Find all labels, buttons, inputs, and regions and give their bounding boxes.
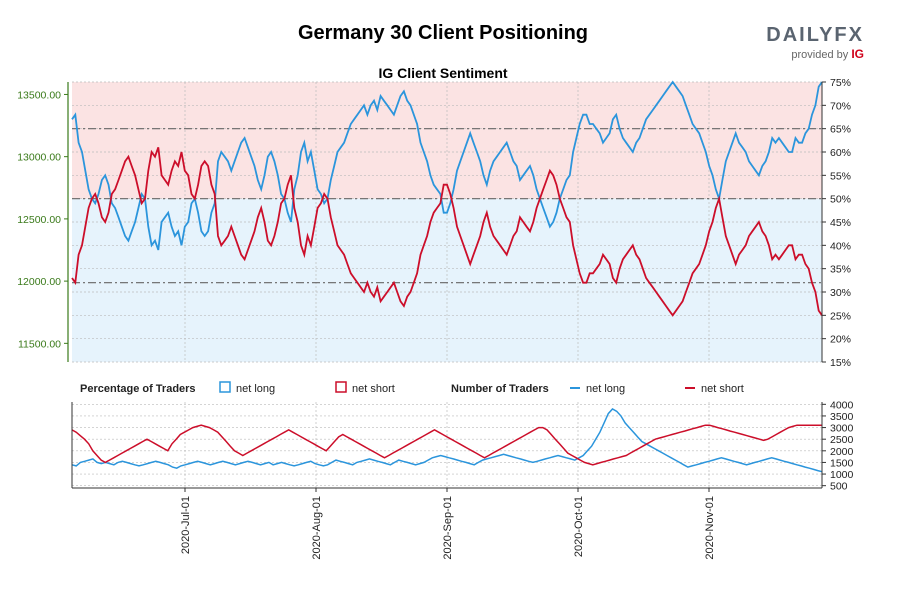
right-tick-label: 25% <box>830 310 851 322</box>
left-tick-label: 11500.00 <box>18 338 61 350</box>
right-tick-label: 4000 <box>830 399 854 411</box>
legend-short-label-2: net short <box>701 383 744 395</box>
brand-ig: IG <box>851 47 864 61</box>
legend-long-swatch <box>219 381 231 393</box>
legend-num-heading: Number of Traders <box>451 383 549 395</box>
right-tick-label: 70% <box>830 100 851 112</box>
legend-long-label: net long <box>236 383 275 395</box>
x-tick-label: 2020-Aug-01 <box>311 496 323 560</box>
net-long-count-line <box>71 408 823 473</box>
net-short-pct-line <box>71 147 823 317</box>
right-tick-label: 75% <box>830 77 851 89</box>
right-tick-label: 55% <box>830 170 851 182</box>
brand-name: DAILYFX <box>766 24 864 46</box>
right-tick-label: 20% <box>830 334 851 346</box>
net-short-count-line <box>71 424 822 466</box>
right-tick-label: 30% <box>830 287 851 299</box>
right-tick-label: 1000 <box>830 469 854 481</box>
legend-pct-heading: Percentage of Traders <box>80 383 196 395</box>
x-tick-label: 2020-Jul-01 <box>180 496 192 554</box>
x-tick-label: 2020-Sep-01 <box>442 496 454 560</box>
x-tick-label: 2020-Oct-01 <box>573 496 585 557</box>
x-tick-label: 2020-Nov-01 <box>704 496 716 560</box>
legend-short-label: net short <box>352 383 395 395</box>
right-tick-label: 15% <box>830 357 851 369</box>
right-tick-label: 1500 <box>830 457 854 469</box>
right-tick-label: 50% <box>830 194 851 206</box>
legend-short-swatch <box>335 381 347 393</box>
right-tick-label: 500 <box>830 481 848 493</box>
chart-subtitle: IG Client Sentiment <box>378 65 507 81</box>
legend-long-label-2: net long <box>586 383 625 395</box>
left-tick-label: 13000.00 <box>17 152 61 164</box>
right-tick-label: 45% <box>830 217 851 229</box>
right-tick-label: 2500 <box>830 434 854 446</box>
brand-logo: DAILYFX provided by IG <box>766 24 864 61</box>
left-tick-label: 12500.00 <box>17 214 61 226</box>
brand-sub: provided by <box>791 49 849 61</box>
right-tick-label: 3000 <box>830 423 854 435</box>
net-long-pct-line <box>71 80 823 251</box>
right-tick-label: 60% <box>830 147 851 159</box>
left-tick-label: 12000.00 <box>17 276 61 288</box>
page-title: Germany 30 Client Positioning <box>297 22 589 44</box>
right-tick-label: 65% <box>830 124 851 136</box>
left-tick-label: 13500.00 <box>17 89 61 101</box>
right-tick-label: 35% <box>830 264 851 276</box>
right-tick-label: 3500 <box>830 411 854 423</box>
right-tick-label: 2000 <box>830 446 854 458</box>
right-tick-label: 40% <box>830 240 851 252</box>
